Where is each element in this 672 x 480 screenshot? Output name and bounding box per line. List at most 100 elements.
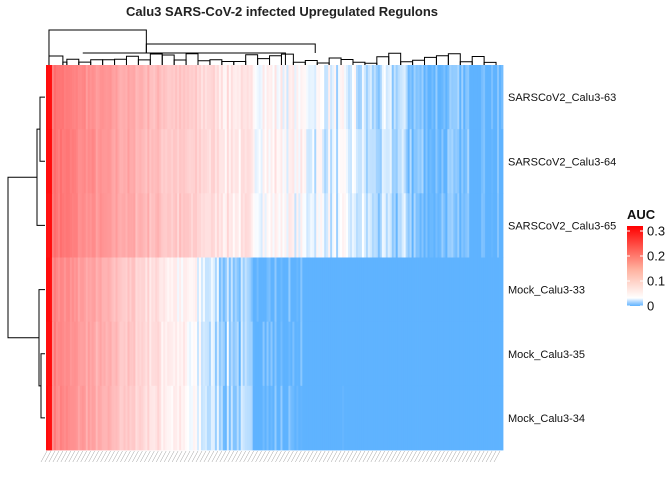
heatmap-cell — [308, 193, 311, 258]
heatmap-cell — [405, 129, 409, 194]
heatmap-cell — [431, 321, 434, 387]
heatmap-cell — [131, 321, 134, 387]
heatmap-cell — [292, 257, 295, 323]
heatmap-cell — [69, 321, 73, 387]
heatmap-cell — [206, 193, 210, 258]
column-tick-label — [390, 450, 397, 463]
heatmap-cell — [119, 193, 122, 258]
heatmap-cell — [385, 65, 389, 130]
heatmap-cell — [268, 385, 271, 451]
heatmap-cell — [179, 257, 182, 323]
dendrogram-branch — [62, 61, 68, 65]
heatmap-cell — [479, 65, 482, 130]
heatmap-cell — [206, 321, 210, 387]
heatmap-cell — [443, 129, 446, 194]
heatmap-cell — [242, 385, 246, 451]
heatmap-cell — [236, 385, 240, 451]
heatmap-cell — [371, 257, 375, 323]
column-tick-label — [92, 450, 99, 463]
heatmap-cell — [421, 193, 424, 258]
heatmap-cell — [471, 129, 474, 194]
heatmap-cell — [85, 65, 89, 130]
heatmap-cell — [334, 193, 337, 258]
heatmap-cell — [143, 129, 146, 194]
column-tick-label — [378, 450, 385, 463]
heatmap-cell — [413, 129, 416, 194]
dendrogram-branch — [483, 61, 497, 65]
heatmap-cell — [348, 257, 351, 323]
heatmap-cell — [413, 385, 416, 451]
heatmap-cell — [147, 129, 150, 194]
dendrogram-branch — [364, 62, 378, 65]
heatmap-cell — [481, 257, 484, 323]
column-tick-label — [52, 450, 60, 463]
heatmap-cell — [244, 385, 248, 451]
heatmap-cell — [123, 321, 126, 387]
heatmap-cell — [270, 385, 273, 451]
heatmap-cell — [230, 193, 234, 258]
heatmap-cell — [199, 65, 202, 130]
heatmap-cell — [181, 385, 184, 451]
heatmap-cell — [381, 65, 385, 130]
heatmap-cell — [232, 193, 236, 258]
heatmap-cell — [427, 65, 430, 130]
heatmap-cell — [159, 321, 162, 387]
heatmap-cell — [256, 257, 260, 323]
heatmap-cell — [234, 65, 238, 130]
heatmap-cell — [455, 257, 458, 323]
heatmap-cell — [89, 193, 93, 258]
heatmap-cell — [185, 193, 188, 258]
heatmap-cell — [57, 129, 61, 194]
heatmap-cell — [338, 193, 341, 258]
heatmap-cell — [250, 65, 254, 130]
heatmap-cell — [501, 257, 504, 323]
heatmap-cell — [53, 193, 57, 258]
heatmap-cell — [437, 321, 440, 387]
heatmap-cell — [258, 65, 261, 130]
heatmap-cell — [240, 321, 244, 387]
heatmap-cell — [272, 129, 275, 194]
heatmap-cell — [342, 385, 345, 451]
column-tick-label — [473, 450, 481, 463]
heatmap-cell — [403, 385, 407, 451]
heatmap-cell — [302, 385, 305, 451]
column-tick-label — [374, 450, 381, 463]
heatmap-cell — [308, 65, 311, 130]
heatmap-cell — [495, 257, 498, 323]
heatmap-cell — [348, 193, 351, 258]
heatmap-cell — [226, 193, 230, 258]
heatmap-cell — [193, 65, 196, 130]
heatmap-cell — [238, 321, 242, 387]
heatmap-cell — [127, 385, 130, 451]
heatmap-cell — [407, 129, 411, 194]
heatmap-cell — [238, 193, 242, 258]
heatmap-cell — [117, 193, 120, 258]
column-tick-label — [346, 450, 354, 463]
column-tick-label — [140, 450, 147, 463]
heatmap-cell — [445, 129, 448, 194]
heatmap-cell — [83, 193, 87, 258]
heatmap-cell — [326, 257, 329, 323]
heatmap-cell — [423, 257, 426, 323]
heatmap-cell — [63, 385, 67, 451]
heatmap-cell — [254, 65, 258, 130]
heatmap-cell — [340, 129, 343, 194]
heatmap-cell — [475, 129, 478, 194]
heatmap-cell — [395, 257, 399, 323]
heatmap-cell — [153, 65, 156, 130]
heatmap-cell — [403, 129, 407, 194]
heatmap-cell — [137, 321, 140, 387]
heatmap-cell — [276, 193, 279, 258]
heatmap-cell — [477, 321, 480, 387]
heatmap-cell — [59, 129, 63, 194]
heatmap-cell — [493, 193, 496, 258]
heatmap-cell — [197, 385, 200, 451]
heatmap-cell — [51, 385, 55, 451]
heatmap-cell — [433, 385, 436, 451]
heatmap-cell — [141, 193, 144, 258]
heatmap-cell — [95, 193, 99, 258]
heatmap-cell — [375, 193, 379, 258]
column-dendrogram — [48, 29, 497, 65]
heatmap-cell — [85, 129, 89, 194]
heatmap-cell — [379, 65, 383, 130]
